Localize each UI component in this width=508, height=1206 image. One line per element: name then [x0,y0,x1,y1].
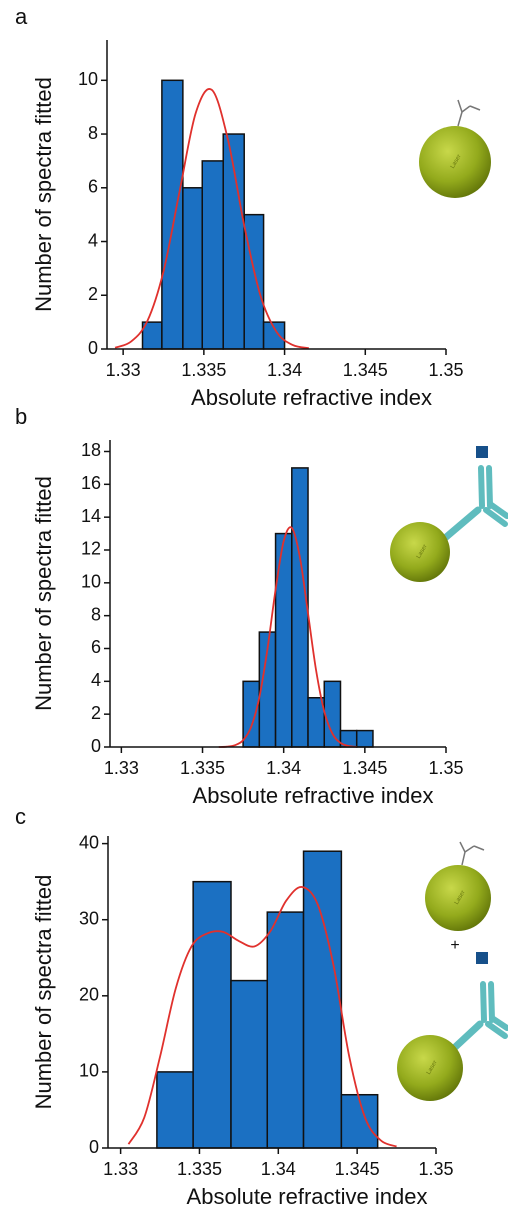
y-tick-label: 6 [88,177,98,197]
plus-sign: + [450,937,459,954]
y-tick-label: 10 [79,1061,99,1081]
y-axis-label: Number of spectra fitted [31,476,56,711]
fit-curve [218,526,357,748]
x-tick-label: 1.34 [261,1159,296,1179]
y-tick-label: 18 [81,440,101,460]
bead-antibody: Laser [390,446,508,582]
y-tick-label: 30 [79,908,99,928]
bead-carboxyl: Laser [419,99,491,198]
x-axis-label: Absolute refractive index [191,385,432,410]
bead-mixture: Laser + Laser [397,841,508,1101]
y-axis-label: Number of spectra fitted [31,875,56,1110]
bar [302,850,343,1149]
y-tick-label: 0 [91,736,101,756]
y-axis-label: Number of spectra fitted [31,77,56,312]
y-tick-label: 12 [81,539,101,559]
bar [243,213,265,350]
y-tick-label: 20 [79,985,99,1005]
y-tick-label: 14 [81,506,101,526]
bar [182,187,203,350]
y-tick-label: 8 [91,604,101,624]
x-tick-label: 1.335 [180,758,225,778]
y-tick-label: 8 [88,123,98,143]
y-tick-label: 2 [91,703,101,723]
bar [192,880,232,1149]
x-tick-label: 1.33 [106,360,141,380]
x-tick-label: 1.345 [343,360,388,380]
bar [266,911,305,1149]
x-tick-label: 1.33 [104,758,139,778]
bar [291,467,309,748]
panel-label: a [15,4,28,29]
x-tick-label: 1.33 [103,1159,138,1179]
bar [161,79,184,350]
y-tick-label: 0 [89,1137,99,1157]
bar [355,729,374,748]
x-tick-label: 1.34 [267,360,302,380]
panel-label: b [15,404,27,429]
bar [274,532,293,748]
y-tick-label: 40 [79,832,99,852]
bar [230,979,269,1149]
bar [156,1071,194,1149]
x-axis-label: Absolute refractive index [193,783,434,808]
y-tick-label: 4 [91,670,101,690]
y-tick-label: 0 [88,338,98,358]
x-tick-label: 1.35 [418,1159,453,1179]
bar [340,1093,379,1149]
x-tick-label: 1.34 [266,758,301,778]
fit-curve [114,88,309,350]
x-tick-label: 1.335 [177,1159,222,1179]
y-tick-label: 10 [81,572,101,592]
x-axis-label: Absolute refractive index [187,1184,428,1206]
x-tick-label: 1.345 [335,1159,380,1179]
panel-label: c [15,804,26,829]
x-tick-label: 1.35 [428,758,463,778]
y-tick-label: 6 [91,637,101,657]
x-tick-label: 1.335 [181,360,226,380]
y-tick-label: 4 [88,230,98,250]
y-tick-label: 16 [81,473,101,493]
x-tick-label: 1.35 [428,360,463,380]
fit-curve [127,886,397,1148]
x-tick-label: 1.345 [342,758,387,778]
bar [201,160,224,350]
bar [323,680,342,748]
y-tick-label: 10 [78,69,98,89]
y-tick-label: 2 [88,284,98,304]
